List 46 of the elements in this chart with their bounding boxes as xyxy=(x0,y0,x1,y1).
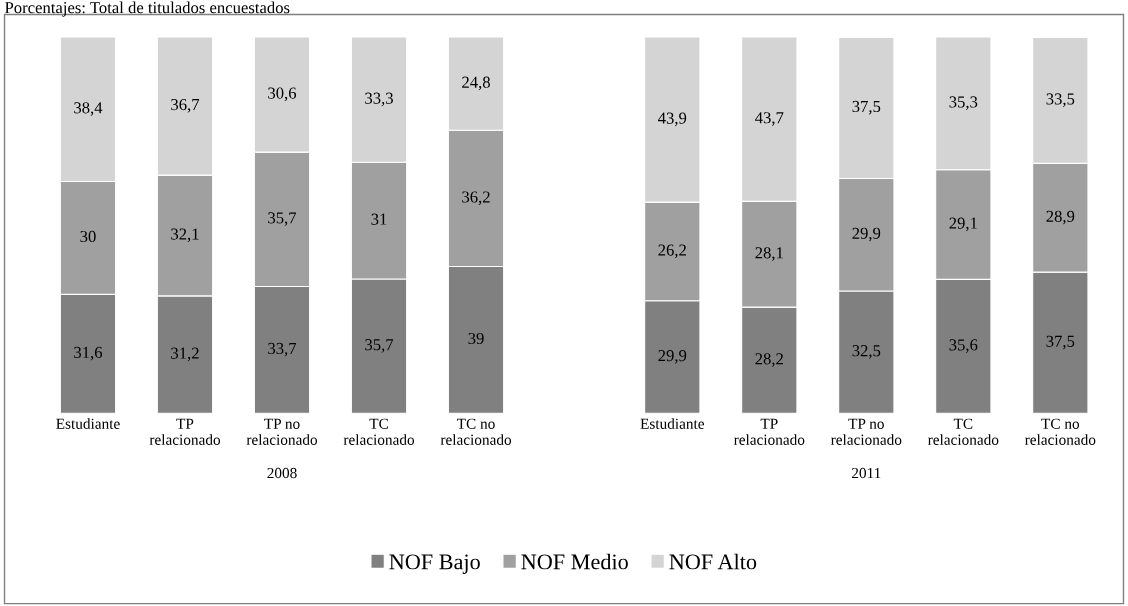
data-label: 28,1 xyxy=(755,247,783,261)
data-label: 24,8 xyxy=(462,76,490,91)
data-label: 31,2 xyxy=(171,347,199,362)
x-tick-label: TC no relacionado xyxy=(440,418,512,445)
data-label: 32,5 xyxy=(852,345,881,359)
x-tick-label: TP relacionado xyxy=(149,418,221,445)
chart-title: Porcentajes: Total de titulados encuestados xyxy=(4,1,290,17)
data-label: 35,7 xyxy=(365,339,394,353)
x-tick-label: TP relacionado xyxy=(733,418,805,445)
legend-label: NOF Bajo xyxy=(389,554,480,574)
x-tick-label: TP no relacionado xyxy=(830,418,902,445)
legend-label: NOF Alto xyxy=(669,553,757,570)
data-label: 30,6 xyxy=(268,87,297,102)
data-label: 29,9 xyxy=(852,227,881,242)
data-label: 31 xyxy=(371,213,387,225)
data-label: 35,3 xyxy=(949,96,978,110)
data-label: 35,7 xyxy=(268,212,297,226)
data-label: 37,5 xyxy=(852,100,881,115)
x-tick-label: TC relacionado xyxy=(343,418,415,445)
data-label: 26,2 xyxy=(658,244,686,259)
data-label: 35,6 xyxy=(949,339,978,353)
x-tick-label: TC no relacionado xyxy=(1025,418,1096,445)
data-label: 36,2 xyxy=(462,191,490,205)
data-label: 36,7 xyxy=(171,98,200,113)
x-tick-label: Estudiante xyxy=(640,418,704,429)
data-label: 33,7 xyxy=(268,342,297,357)
x-tick-label: Estudiante xyxy=(56,418,120,429)
data-label: 39 xyxy=(468,332,484,345)
x-tick-label: TC relacionado xyxy=(927,418,999,445)
x-axis-title: 2008 xyxy=(267,467,297,479)
data-label: 38,4 xyxy=(74,102,103,116)
data-label: 30 xyxy=(80,230,96,243)
data-label: 29,9 xyxy=(658,350,687,364)
data-label: 37,5 xyxy=(1046,335,1075,350)
legend-label: NOF Medio xyxy=(521,553,628,570)
x-axis-title: 2011 xyxy=(851,467,881,479)
data-label: 33,3 xyxy=(365,92,393,107)
x-tick-label: TP no relacionado xyxy=(246,418,318,445)
data-label: 28,2 xyxy=(755,353,783,367)
data-label: 43,7 xyxy=(755,112,784,126)
data-label: 43,9 xyxy=(658,112,687,127)
data-label: 33,5 xyxy=(1046,93,1075,107)
data-label: 29,1 xyxy=(949,217,977,232)
data-label: 32,1 xyxy=(171,228,199,243)
data-label: 28,9 xyxy=(1046,210,1075,225)
data-label: 31,6 xyxy=(74,346,103,361)
